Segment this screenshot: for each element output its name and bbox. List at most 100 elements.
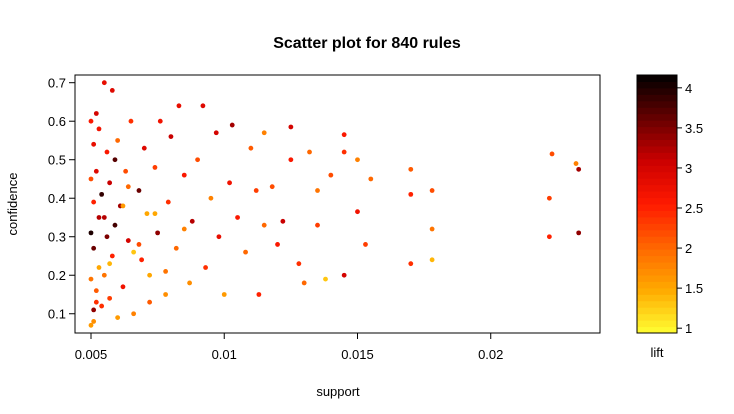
- y-tick-label: 0.1: [48, 307, 66, 322]
- colorbar-label: lift: [651, 345, 664, 360]
- colorbar-swatch: [637, 236, 677, 244]
- point: [168, 134, 174, 140]
- point: [363, 242, 368, 247]
- x-axis-label: support: [316, 384, 360, 399]
- y-tick-label: 0.7: [48, 76, 66, 91]
- x-tick-label: 0.015: [341, 347, 374, 362]
- point: [120, 284, 126, 290]
- point: [355, 157, 360, 163]
- point: [88, 322, 94, 328]
- point: [187, 280, 192, 286]
- y-tick-label: 0.3: [48, 230, 66, 245]
- point: [152, 165, 158, 170]
- point: [120, 203, 126, 209]
- point: [123, 168, 129, 174]
- point: [139, 257, 145, 263]
- point: [173, 245, 179, 251]
- point: [101, 272, 107, 278]
- colorbar-frame: [636, 74, 678, 334]
- colorbar-swatch: [637, 287, 677, 295]
- point: [163, 292, 169, 297]
- x-tick-label: 0.01: [212, 347, 237, 362]
- point: [128, 118, 134, 124]
- colorbar-swatch: [637, 210, 677, 218]
- y-tick-label: 0.2: [48, 268, 66, 283]
- colorbar-swatch: [637, 262, 677, 269]
- colorbar-tick-label: 1.5: [685, 281, 703, 296]
- point: [147, 272, 153, 278]
- colorbar-swatch: [637, 145, 677, 153]
- point: [112, 157, 118, 163]
- colorbar-swatch: [637, 229, 677, 237]
- point: [307, 149, 312, 155]
- point: [323, 276, 328, 282]
- colorbar-swatch: [637, 242, 677, 250]
- point: [165, 199, 171, 205]
- point: [115, 315, 121, 320]
- point: [200, 103, 206, 109]
- point: [101, 215, 107, 220]
- point: [91, 319, 97, 324]
- point: [107, 180, 113, 186]
- point: [88, 176, 94, 182]
- colorbar-swatch: [637, 75, 677, 82]
- point: [93, 299, 99, 305]
- colorbar-swatch: [637, 255, 677, 263]
- point: [288, 157, 294, 163]
- colorbar-swatch: [637, 158, 677, 166]
- point: [546, 195, 552, 201]
- point: [131, 249, 137, 255]
- point: [429, 188, 435, 193]
- point: [203, 265, 208, 270]
- point: [99, 303, 105, 309]
- point: [93, 111, 99, 116]
- point: [96, 215, 102, 220]
- colorbar-swatch: [637, 178, 677, 186]
- point: [576, 230, 582, 236]
- point: [96, 126, 102, 132]
- point: [355, 209, 360, 215]
- chart-title: Scatter plot for 840 rules: [273, 35, 461, 52]
- point: [408, 191, 414, 197]
- point: [96, 265, 102, 270]
- point: [229, 122, 235, 128]
- colorbar-tick-label: 3.5: [685, 121, 703, 136]
- point: [368, 176, 374, 182]
- point: [216, 234, 222, 240]
- y-tick-label: 0.5: [48, 153, 66, 168]
- point: [176, 103, 182, 109]
- point: [136, 242, 142, 247]
- colorbar-swatch: [637, 320, 677, 328]
- colorbar-swatch: [637, 204, 677, 211]
- point: [181, 172, 187, 178]
- point: [125, 184, 131, 190]
- point: [101, 80, 107, 86]
- colorbar-tick-label: 4: [685, 81, 692, 96]
- point: [131, 311, 137, 317]
- point: [155, 230, 161, 236]
- colorbar-swatch: [637, 223, 677, 231]
- colorbar-swatch: [637, 107, 677, 115]
- point: [125, 238, 131, 243]
- point: [88, 276, 94, 282]
- point: [213, 130, 219, 136]
- point: [227, 180, 232, 186]
- point: [88, 118, 94, 124]
- point: [261, 130, 267, 136]
- colorbar-swatch: [637, 100, 677, 108]
- point: [115, 138, 121, 143]
- point: [573, 161, 579, 166]
- point: [208, 195, 214, 201]
- colorbar-swatch: [637, 152, 677, 160]
- colorbar-swatch: [637, 171, 677, 179]
- point: [315, 188, 320, 193]
- point: [261, 222, 267, 228]
- x-tick-label: 0.02: [478, 347, 503, 362]
- point: [221, 292, 227, 297]
- colorbar-swatch: [637, 191, 677, 199]
- point: [243, 249, 248, 255]
- x-tick-label: 0.005: [75, 347, 108, 362]
- colorbar-swatch: [637, 268, 677, 276]
- point: [328, 172, 334, 178]
- colorbar-swatch: [637, 184, 677, 192]
